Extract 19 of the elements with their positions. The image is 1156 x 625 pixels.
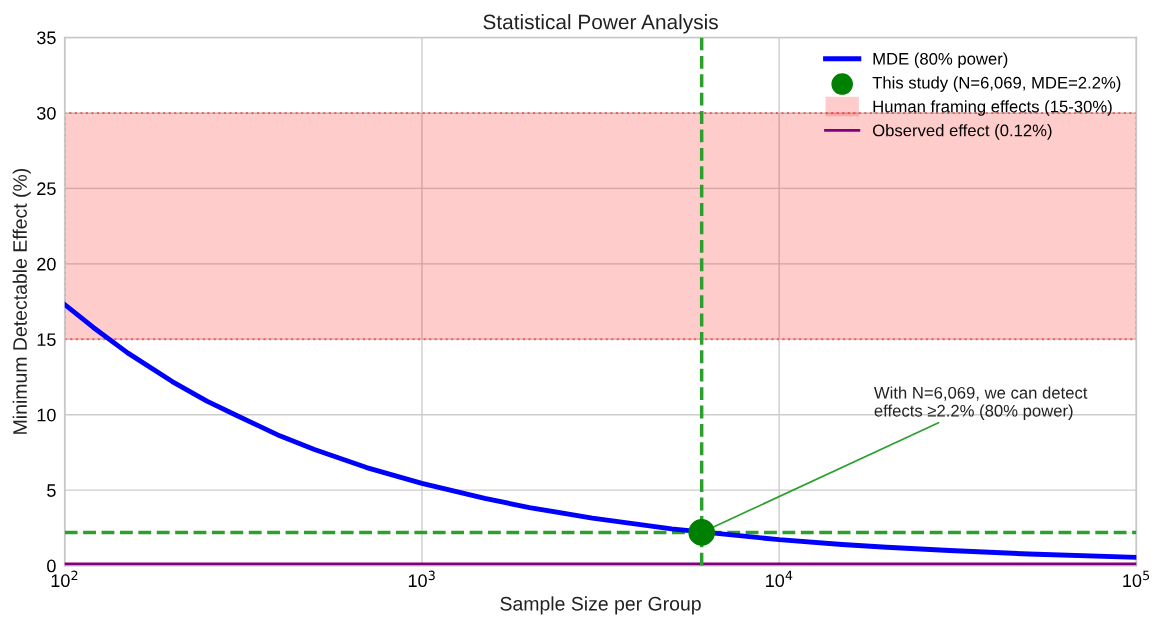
x-tick-label: 10$^{5}$ [1123, 570, 1150, 588]
y-tick-label: 20 [37, 257, 56, 271]
x-tick-label: 10$^{3}$ [408, 570, 435, 588]
y-axis-title: Minimum Detectable Effect (%) [12, 168, 31, 434]
chart-title: Statistical Power Analysis [483, 14, 718, 34]
legend-label: Observed effect (0.12%) [872, 124, 1052, 140]
legend-label: MDE (80% power) [873, 52, 1008, 69]
annotation: With N=6,069, we can detect effects ≥2.2% (80% power) [873, 386, 1088, 420]
y-tick-label: 35 [37, 31, 56, 45]
band-label: Human framing effects (15-30%) [873, 100, 1112, 116]
x-tick-label: 10$^{4}$ [766, 570, 793, 588]
y-tick-label: 25 [37, 182, 56, 196]
y-tick-label: 30 [37, 106, 56, 120]
y-tick-label: 0 [47, 559, 56, 573]
y-tick-label: 15 [37, 333, 56, 347]
x-axis-title: Sample Size per Group [500, 596, 701, 615]
legend-label: This study (N=6,069, MDE=2.2%) [872, 76, 1121, 92]
y-tick-label: 5 [47, 484, 56, 497]
y-tick-label: 10 [37, 408, 56, 422]
